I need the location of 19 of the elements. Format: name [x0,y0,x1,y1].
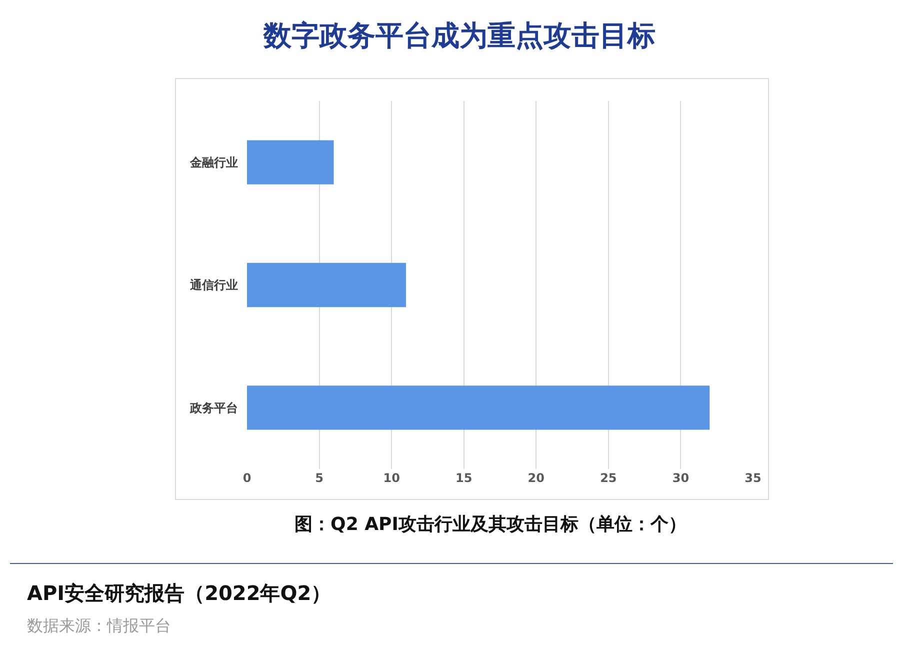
x-tick-label: 25 [600,471,617,485]
x-tick-label: 15 [456,471,472,485]
chart-title: 数字政务平台成为重点攻击目标 [262,18,656,54]
y-tick-label: 政务平台 [189,400,238,415]
y-tick-label: 通信行业 [189,278,238,292]
x-tick-label: 10 [383,471,400,485]
bar [247,386,710,430]
x-tick-label: 5 [315,471,324,485]
source-note: 数据来源：情报平台 [27,616,171,635]
y-tick-label: 金融行业 [189,156,238,170]
chart-frame: 0 5 10 15 20 25 30 35 金融行业 通信行业 政务平台 [175,78,769,500]
bar [247,140,334,184]
x-tick-label: 0 [242,471,252,485]
x-tick-label: 35 [744,471,762,485]
x-tick-label: 30 [672,471,690,485]
x-tick-label: 20 [528,471,544,485]
bar [247,262,406,308]
text: API安全研究报告（2022年Q2） [27,581,332,605]
text: 图：Q2 API攻击行业及其攻击目标（单位：个） [294,514,686,535]
